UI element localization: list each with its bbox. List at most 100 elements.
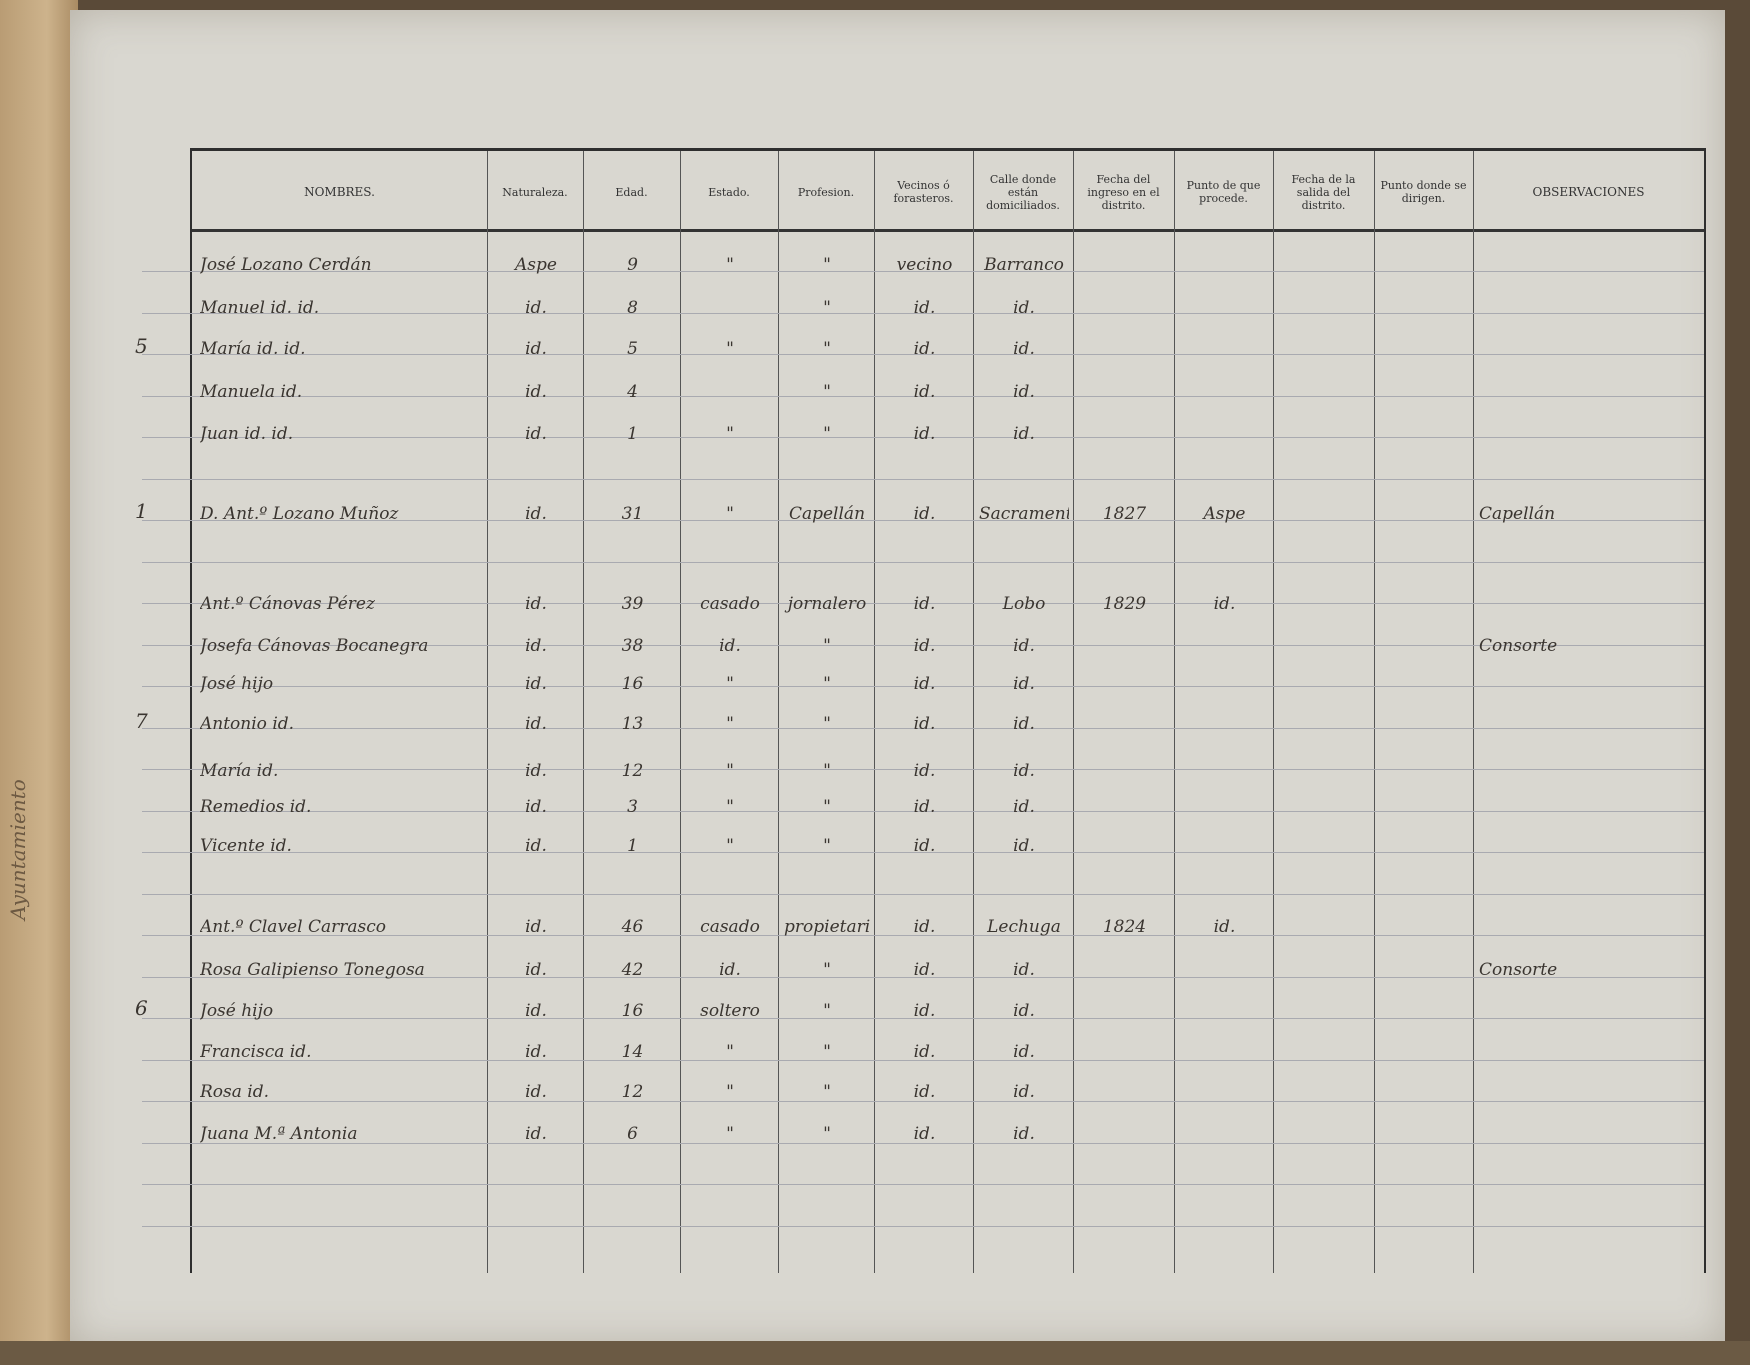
cell-vecinos: id. — [913, 836, 936, 856]
cell-nombres: Ant.º Clavel Carrasco — [200, 917, 386, 937]
cell-estado: " — [726, 424, 734, 444]
cell-edad: 9 — [627, 255, 638, 275]
cell-profesion: " — [823, 1082, 831, 1102]
cell-naturaleza: id. — [525, 714, 547, 734]
column-divider — [973, 151, 974, 1273]
cell-naturaleza: id. — [525, 594, 547, 614]
cell-nombres: Vicente id. — [200, 836, 292, 856]
cell-vecinos: id. — [913, 714, 936, 734]
cell-estado: " — [726, 339, 734, 359]
cell-edad: 14 — [621, 1042, 644, 1062]
cell-calle: Lobo — [1002, 594, 1046, 614]
cell-vecinos: id. — [913, 761, 936, 781]
cell-vecinos: id. — [913, 382, 936, 402]
cell-nombres: Rosa Galipienso Tonegosa — [200, 960, 425, 980]
cell-vecinos: id. — [913, 1042, 936, 1062]
cell-fecha-ingreso: 1829 — [1102, 594, 1147, 614]
ruled-line — [142, 644, 1704, 646]
ruled-line — [142, 520, 1704, 521]
cell-naturaleza: id. — [525, 1042, 547, 1062]
cell-calle: id. — [1013, 836, 1035, 856]
cell-naturaleza: id. — [525, 917, 547, 937]
cell-profesion: " — [823, 1124, 831, 1144]
cell-estado: " — [726, 836, 734, 856]
header-observaciones: OBSERVACIONES — [1532, 184, 1645, 199]
cell-calle: id. — [1013, 1124, 1035, 1144]
cell-calle: id. — [1013, 1001, 1035, 1021]
cell-edad: 1 — [627, 424, 638, 444]
cell-observaciones: Capellán — [1479, 504, 1556, 524]
cell-edad: 31 — [621, 504, 644, 524]
ruled-line — [142, 810, 1704, 812]
header-punto-dirige: Punto donde se dirigen. — [1380, 179, 1467, 205]
cell-calle: id. — [1013, 1042, 1035, 1062]
column-divider — [1073, 151, 1074, 1273]
cell-nombres: Remedios id. — [200, 797, 312, 817]
cell-naturaleza: id. — [525, 636, 547, 656]
cell-nombres: María id. — [200, 761, 279, 781]
cell-profesion: " — [823, 1042, 831, 1062]
cell-profesion: " — [823, 714, 831, 734]
cell-naturaleza: id. — [525, 1001, 547, 1021]
header-nombres: NOMBRES. — [304, 184, 375, 199]
cell-profesion: propietario — [784, 917, 870, 937]
cell-calle: Sacramento — [979, 504, 1069, 524]
cell-profesion: " — [823, 761, 831, 781]
header-naturaleza: Naturaleza. — [502, 185, 568, 199]
cell-naturaleza: id. — [525, 1082, 547, 1102]
cell-naturaleza: id. — [525, 424, 547, 444]
cell-estado: " — [726, 1082, 734, 1102]
cell-edad: 6 — [627, 1124, 638, 1144]
cell-vecinos: id. — [913, 917, 936, 937]
cell-edad: 16 — [621, 674, 644, 694]
page-edge — [0, 1341, 1750, 1365]
cell-nombres: Francisca id. — [200, 1042, 312, 1062]
cell-nombres: María id. id. — [200, 339, 306, 359]
cell-estado: id. — [719, 960, 741, 980]
ruled-line — [142, 727, 1704, 729]
cell-punto-procede: id. — [1213, 917, 1236, 937]
header-fecha-ingreso: Fecha del ingreso en el distrito. — [1087, 172, 1160, 212]
header-edad: Edad. — [615, 185, 648, 199]
cell-punto-procede: Aspe — [1203, 504, 1246, 524]
header-vecinos: Vecinos ó forasteros. — [893, 179, 954, 205]
column-divider — [778, 151, 779, 1273]
cell-edad: 13 — [621, 714, 644, 734]
cell-nombres: Manuela id. — [200, 382, 303, 402]
cell-profesion: " — [823, 797, 831, 817]
cell-naturaleza: id. — [525, 761, 547, 781]
cell-naturaleza: id. — [525, 797, 547, 817]
column-divider — [487, 151, 488, 1273]
cell-edad: 4 — [627, 382, 638, 402]
cell-profesion: " — [823, 960, 831, 980]
cell-estado: " — [726, 1124, 734, 1144]
column-divider — [583, 151, 584, 1273]
column-divider — [680, 151, 681, 1273]
ruled-line — [142, 1059, 1704, 1061]
ruled-line — [142, 893, 1704, 895]
cell-estado: " — [726, 674, 734, 694]
header-estado: Estado. — [708, 185, 750, 199]
ruled-line — [142, 1225, 1704, 1227]
cell-profesion: " — [823, 636, 831, 656]
cell-profesion: " — [823, 836, 831, 856]
cell-calle: id. — [1013, 960, 1035, 980]
cell-edad: 39 — [621, 594, 644, 614]
ruled-line — [142, 1101, 1704, 1102]
cell-nombres: José hijo — [200, 674, 274, 694]
cell-observaciones: Consorte — [1479, 960, 1558, 980]
cell-fecha-ingreso: 1827 — [1102, 504, 1147, 524]
ruled-line — [142, 852, 1704, 853]
cell-edad: 12 — [621, 1082, 644, 1102]
census-table: NOMBRES. Naturaleza. Edad. Estado. Profesion… — [142, 148, 1706, 1273]
cell-profesion: " — [823, 1001, 831, 1021]
cell-estado: " — [726, 761, 734, 781]
cell-edad: 46 — [621, 917, 644, 937]
cell-vecinos: id. — [913, 1082, 936, 1102]
cell-naturaleza: id. — [525, 836, 547, 856]
ruled-line — [142, 478, 1704, 480]
cell-vecinos: id. — [913, 424, 936, 444]
ruled-line — [142, 271, 1704, 272]
cell-edad: 5 — [627, 339, 638, 359]
cell-nombres: Antonio id. — [200, 714, 295, 734]
